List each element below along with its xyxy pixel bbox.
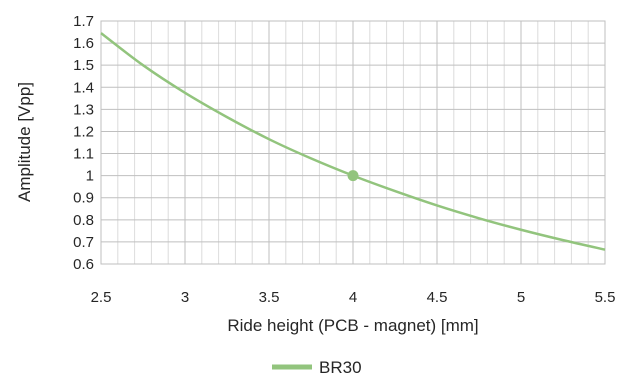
y-tick-label: 1 — [86, 168, 94, 185]
series-layer — [100, 32, 606, 251]
plot-area — [100, 20, 606, 265]
y-tick-label: 1.4 — [73, 79, 94, 96]
y-tick-label: 1.7 — [73, 13, 94, 30]
major-gridlines — [100, 20, 606, 265]
y-tick-label: 0.9 — [73, 190, 94, 207]
y-tick-label: 1.6 — [73, 35, 94, 52]
y-axis-ticks: 0.6 0.7 0.8 0.9 1 1.1 1.2 1.3 1.4 1.5 1.6 1.7 — [73, 13, 94, 273]
x-tick-label: 4.5 — [427, 289, 448, 306]
x-tick-label: 3 — [181, 289, 189, 306]
y-tick-label: 0.7 — [73, 234, 94, 251]
y-tick-label: 1.1 — [73, 146, 94, 163]
x-tick-label: 5 — [517, 289, 525, 306]
x-axis-ticks: 2.5 3 3.5 4 4.5 5 5.5 — [91, 289, 616, 306]
y-axis-title: Amplitude [Vpp] — [15, 82, 34, 202]
x-tick-label: 2.5 — [91, 289, 112, 306]
x-tick-label: 3.5 — [259, 289, 280, 306]
legend-label-br30: BR30 — [319, 358, 362, 376]
minor-gridlines — [117, 21, 589, 264]
highlight-point — [347, 170, 359, 182]
x-tick-label: 5.5 — [595, 289, 616, 306]
y-tick-label: 1.3 — [73, 101, 94, 118]
plot-frame — [100, 20, 606, 265]
y-tick-label: 1.2 — [73, 123, 94, 140]
y-tick-label: 1.5 — [73, 57, 94, 74]
legend: BR30 — [272, 358, 362, 376]
y-tick-label: 0.6 — [73, 256, 94, 273]
y-tick-label: 0.8 — [73, 212, 94, 229]
x-axis-title: Ride height (PCB - magnet) [mm] — [227, 316, 478, 335]
x-tick-label: 4 — [349, 289, 357, 306]
